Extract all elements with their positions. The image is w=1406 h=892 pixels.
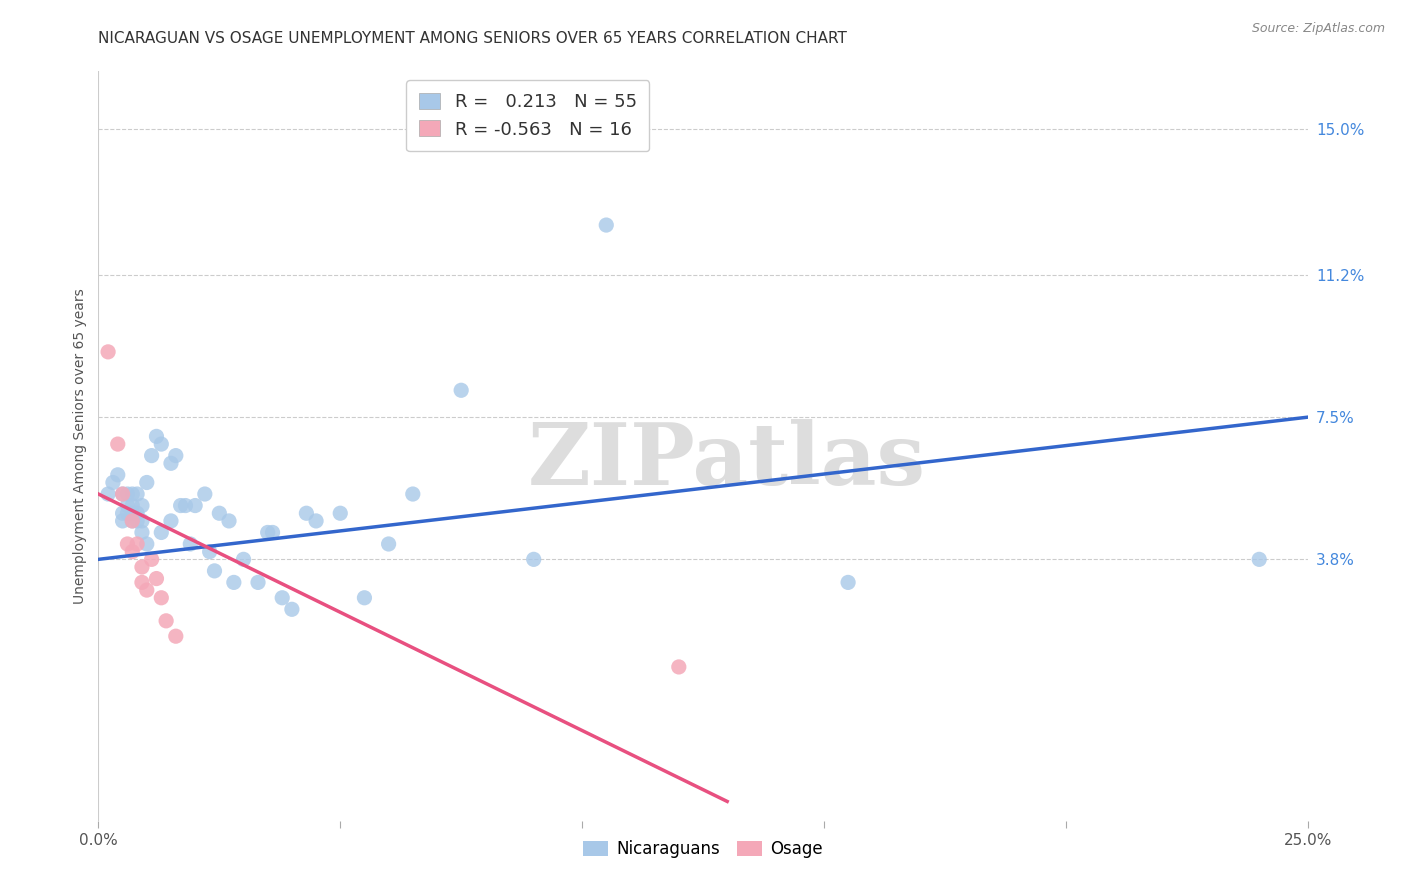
Point: [97, 487, 120, 501]
Point: [117, 487, 139, 501]
Point: [121, 544, 143, 558]
Point: [194, 487, 217, 501]
Y-axis label: Unemployment Among Seniors over 65 years: Unemployment Among Seniors over 65 years: [73, 288, 87, 604]
Point: [165, 629, 187, 643]
Point: [131, 514, 153, 528]
Point: [837, 575, 859, 590]
Legend: Nicaraguans, Osage: Nicaraguans, Osage: [576, 833, 830, 864]
Text: NICARAGUAN VS OSAGE UNEMPLOYMENT AMONG SENIORS OVER 65 YEARS CORRELATION CHART: NICARAGUAN VS OSAGE UNEMPLOYMENT AMONG S…: [98, 31, 848, 46]
Point: [121, 499, 143, 513]
Point: [131, 575, 153, 590]
Point: [174, 499, 197, 513]
Point: [329, 506, 352, 520]
Point: [668, 660, 690, 674]
Point: [208, 506, 231, 520]
Point: [198, 544, 221, 558]
Point: [121, 506, 143, 520]
Point: [295, 506, 318, 520]
Text: ZIPatlas: ZIPatlas: [529, 419, 927, 503]
Point: [256, 525, 278, 540]
Point: [377, 537, 399, 551]
Point: [1249, 552, 1271, 566]
Point: [160, 456, 183, 470]
Point: [127, 514, 149, 528]
Point: [135, 583, 157, 598]
Point: [262, 525, 284, 540]
Point: [305, 514, 328, 528]
Point: [595, 218, 617, 232]
Point: [184, 499, 207, 513]
Point: [169, 499, 191, 513]
Point: [111, 514, 134, 528]
Point: [232, 552, 254, 566]
Point: [111, 487, 134, 501]
Point: [353, 591, 375, 605]
Point: [127, 506, 149, 520]
Point: [150, 525, 173, 540]
Point: [121, 487, 143, 501]
Point: [135, 537, 157, 551]
Point: [145, 572, 167, 586]
Point: [117, 537, 139, 551]
Point: [111, 506, 134, 520]
Point: [150, 591, 173, 605]
Point: [222, 575, 245, 590]
Point: [281, 602, 304, 616]
Point: [218, 514, 240, 528]
Point: [117, 506, 139, 520]
Point: [121, 514, 143, 528]
Point: [155, 614, 177, 628]
Point: [523, 552, 546, 566]
Point: [160, 514, 183, 528]
Point: [107, 437, 129, 451]
Point: [111, 487, 134, 501]
Point: [135, 475, 157, 490]
Point: [101, 475, 124, 490]
Point: [204, 564, 226, 578]
Point: [145, 429, 167, 443]
Text: Source: ZipAtlas.com: Source: ZipAtlas.com: [1251, 22, 1385, 36]
Point: [450, 384, 472, 398]
Point: [131, 525, 153, 540]
Point: [247, 575, 270, 590]
Point: [141, 449, 163, 463]
Point: [131, 560, 153, 574]
Point: [107, 467, 129, 482]
Point: [271, 591, 294, 605]
Point: [131, 499, 153, 513]
Point: [127, 487, 149, 501]
Point: [150, 437, 173, 451]
Point: [117, 499, 139, 513]
Point: [179, 537, 201, 551]
Point: [121, 514, 143, 528]
Point: [402, 487, 425, 501]
Point: [127, 537, 149, 551]
Point: [141, 552, 163, 566]
Point: [165, 449, 187, 463]
Point: [97, 344, 120, 359]
